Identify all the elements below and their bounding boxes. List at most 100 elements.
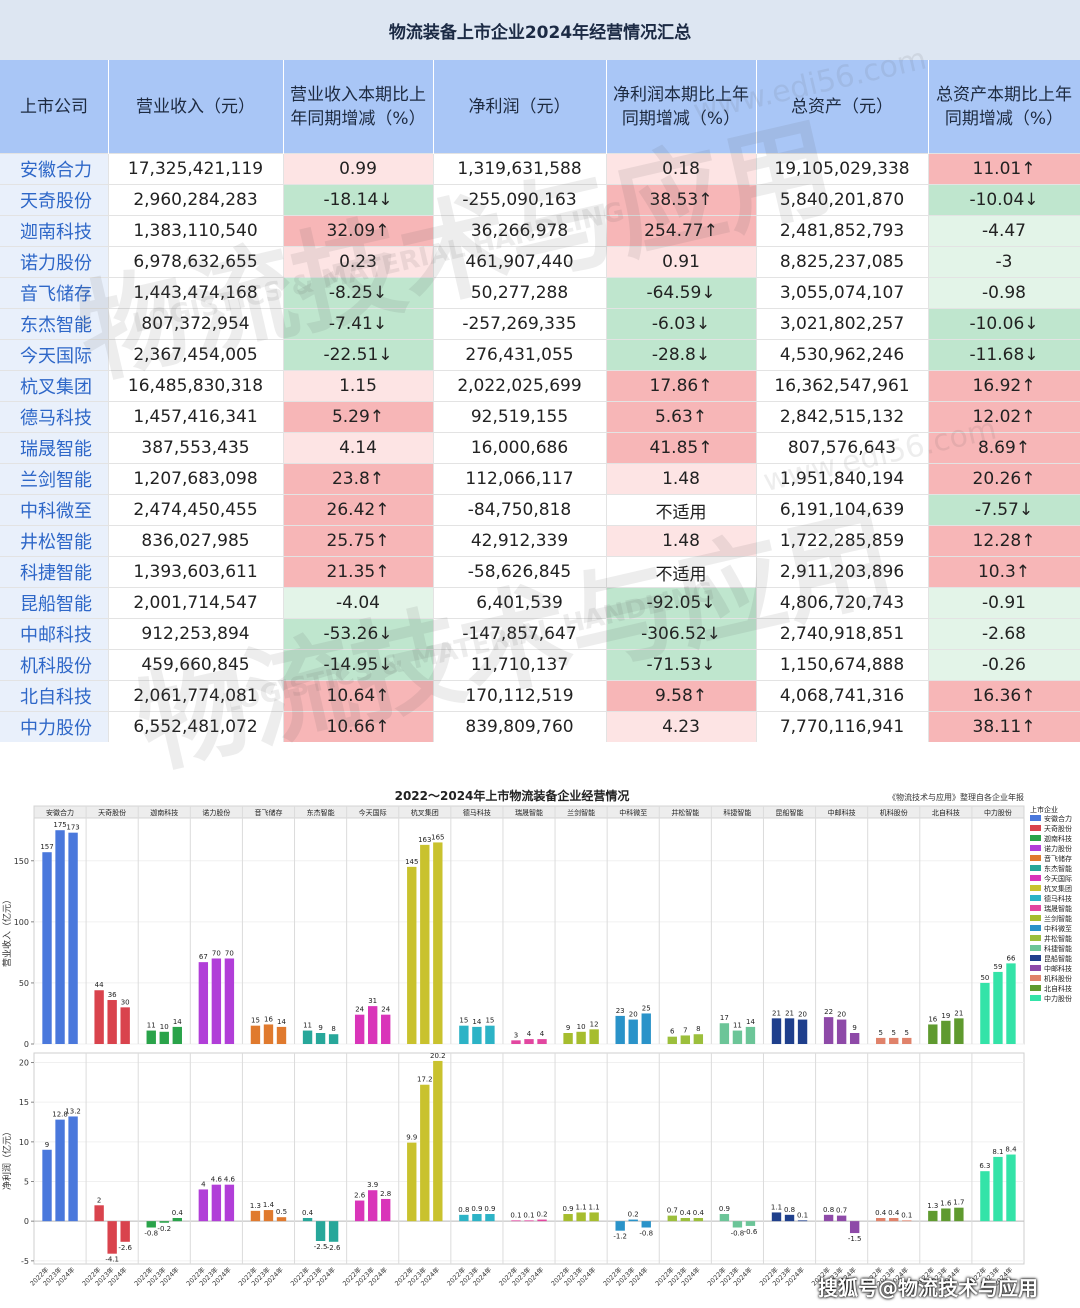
revenue-bar [120, 1007, 130, 1044]
revenue-data-label: 21 [785, 1009, 794, 1017]
profit-bar [511, 1220, 521, 1222]
cell-total-assets-change: 16.92↑ [928, 370, 1080, 402]
revenue-bar [537, 1039, 547, 1044]
revenue-data-label: 19 [941, 1012, 950, 1020]
profit-data-label: 0.1 [523, 1211, 534, 1219]
revenue-data-label: 9 [852, 1024, 856, 1032]
cell-revenue: 459,660,845 [108, 649, 284, 681]
revenue-bar [745, 1026, 756, 1044]
profit-data-label: 1.1 [589, 1203, 600, 1211]
table-row: 中邮科技 912,253,894 -53.26↓ -147,857,647 -306.5… [0, 618, 1080, 650]
profit-bar [276, 1217, 287, 1222]
profit-bar [459, 1214, 469, 1222]
revenue-data-label: 5 [878, 1029, 882, 1037]
revenue-bar [876, 1037, 886, 1044]
cell-net-profit-change: 41.85↑ [606, 432, 757, 464]
cell-net-profit-change: 不适用 [606, 556, 757, 588]
chart-title: 2022～2024年上市物流装备企业经营情况 [395, 788, 630, 803]
profit-data-label: 1.4 [263, 1201, 275, 1209]
profit-data-label: 3.9 [367, 1181, 378, 1189]
revenue-bar [615, 1015, 625, 1044]
revenue-data-label: 11 [733, 1022, 742, 1030]
revenue-bar [628, 1019, 638, 1044]
revenue-data-label: 7 [683, 1026, 687, 1034]
profit-bar [680, 1217, 691, 1222]
table-row: 诺力股份 6,978,632,655 0.23 461,907,440 0.91 8,82… [0, 246, 1080, 278]
revenue-data-label: 25 [642, 1004, 651, 1012]
cell-revenue: 6,978,632,655 [108, 246, 284, 278]
group-header-label: 中力股份 [984, 808, 1012, 817]
group-header-label: 机科股份 [880, 808, 908, 817]
profit-data-label: 0.8 [823, 1206, 834, 1214]
summary-table-section: 物流装备上市企业2024年经营情况汇总 上市公司 营业收入（元） 营业收入本期比… [0, 0, 1080, 790]
revenue-panel-frame [33, 817, 1025, 1045]
revenue-bar [250, 1025, 261, 1044]
revenue-bar [954, 1018, 964, 1044]
revenue-bar [524, 1039, 534, 1044]
profit-bar [524, 1220, 534, 1222]
profit-data-label: -2.6 [327, 1244, 341, 1252]
profit-bar [472, 1214, 482, 1222]
profit-bar [667, 1215, 677, 1222]
profit-data-label: 0.4 [302, 1209, 314, 1217]
revenue-bar [407, 866, 417, 1044]
profit-bar [576, 1212, 586, 1222]
legend-swatch [1030, 975, 1041, 981]
group-header-label: 井松智能 [671, 808, 699, 817]
profit-bar [328, 1221, 339, 1242]
cell-total-assets: 4,068,741,316 [756, 680, 929, 712]
cell-net-profit-change: -92.05↓ [606, 587, 757, 619]
profit-data-label: 0.1 [797, 1211, 808, 1219]
revenue-data-label: 36 [108, 991, 117, 999]
legend-item-label: 德马科技 [1044, 894, 1072, 903]
legend-item-label: 今天国际 [1044, 874, 1072, 883]
cell-total-assets-change: 12.02↑ [928, 401, 1080, 433]
revenue-bar [420, 844, 430, 1044]
cell-revenue-change: 23.8↑ [283, 463, 434, 495]
cell-total-assets-change: -10.06↓ [928, 308, 1080, 340]
revenue-data-label: 145 [405, 858, 418, 866]
profit-data-label: 2 [97, 1196, 101, 1204]
revenue-bar [198, 962, 209, 1044]
legend-swatch [1030, 915, 1041, 921]
cell-company: 井松智能 [0, 525, 109, 557]
cell-net-profit: 461,907,440 [433, 246, 607, 278]
revenue-bar [667, 1036, 677, 1044]
cell-company: 德马科技 [0, 401, 109, 433]
group-header-label: 诺力股份 [202, 808, 230, 817]
profit-data-label: 0.7 [836, 1207, 847, 1215]
group-header-label: 东杰智能 [307, 808, 335, 817]
cell-total-assets: 2,842,515,132 [756, 401, 929, 433]
revenue-bar [941, 1020, 951, 1044]
y-tick-label: -5 [21, 1257, 29, 1266]
cell-company: 中邮科技 [0, 618, 109, 650]
revenue-data-label: 14 [746, 1018, 755, 1026]
cell-net-profit: -58,626,845 [433, 556, 607, 588]
revenue-data-label: 5 [892, 1029, 896, 1037]
cell-net-profit: -257,269,335 [433, 308, 607, 340]
group-header-label: 兰剑智能 [567, 808, 595, 817]
profit-bar [771, 1212, 782, 1222]
profit-data-label: -0.8 [731, 1230, 745, 1238]
cell-company: 今天国际 [0, 339, 109, 371]
cell-total-assets-change: 11.01↑ [928, 153, 1080, 185]
revenue-data-label: 157 [40, 843, 53, 851]
profit-bar [889, 1217, 899, 1222]
cell-net-profit-change: 0.18 [606, 153, 757, 185]
revenue-data-label: 67 [199, 953, 208, 961]
revenue-data-label: 24 [355, 1006, 364, 1014]
profit-bar [797, 1220, 808, 1222]
profit-bar [876, 1217, 886, 1222]
profit-bar [836, 1215, 847, 1222]
header-net-profit: 净利润（元） [433, 60, 607, 154]
profit-bar [211, 1184, 222, 1222]
revenue-data-label: 165 [431, 833, 444, 841]
revenue-bar [693, 1034, 704, 1044]
cell-net-profit-change: 254.77↑ [606, 215, 757, 247]
cell-revenue: 1,443,474,168 [108, 277, 284, 309]
profit-bar [954, 1207, 964, 1222]
cell-net-profit-change: 1.48 [606, 463, 757, 495]
cell-total-assets-change: -0.98 [928, 277, 1080, 309]
revenue-bar [797, 1019, 808, 1044]
y-tick-label: 100 [14, 918, 29, 927]
